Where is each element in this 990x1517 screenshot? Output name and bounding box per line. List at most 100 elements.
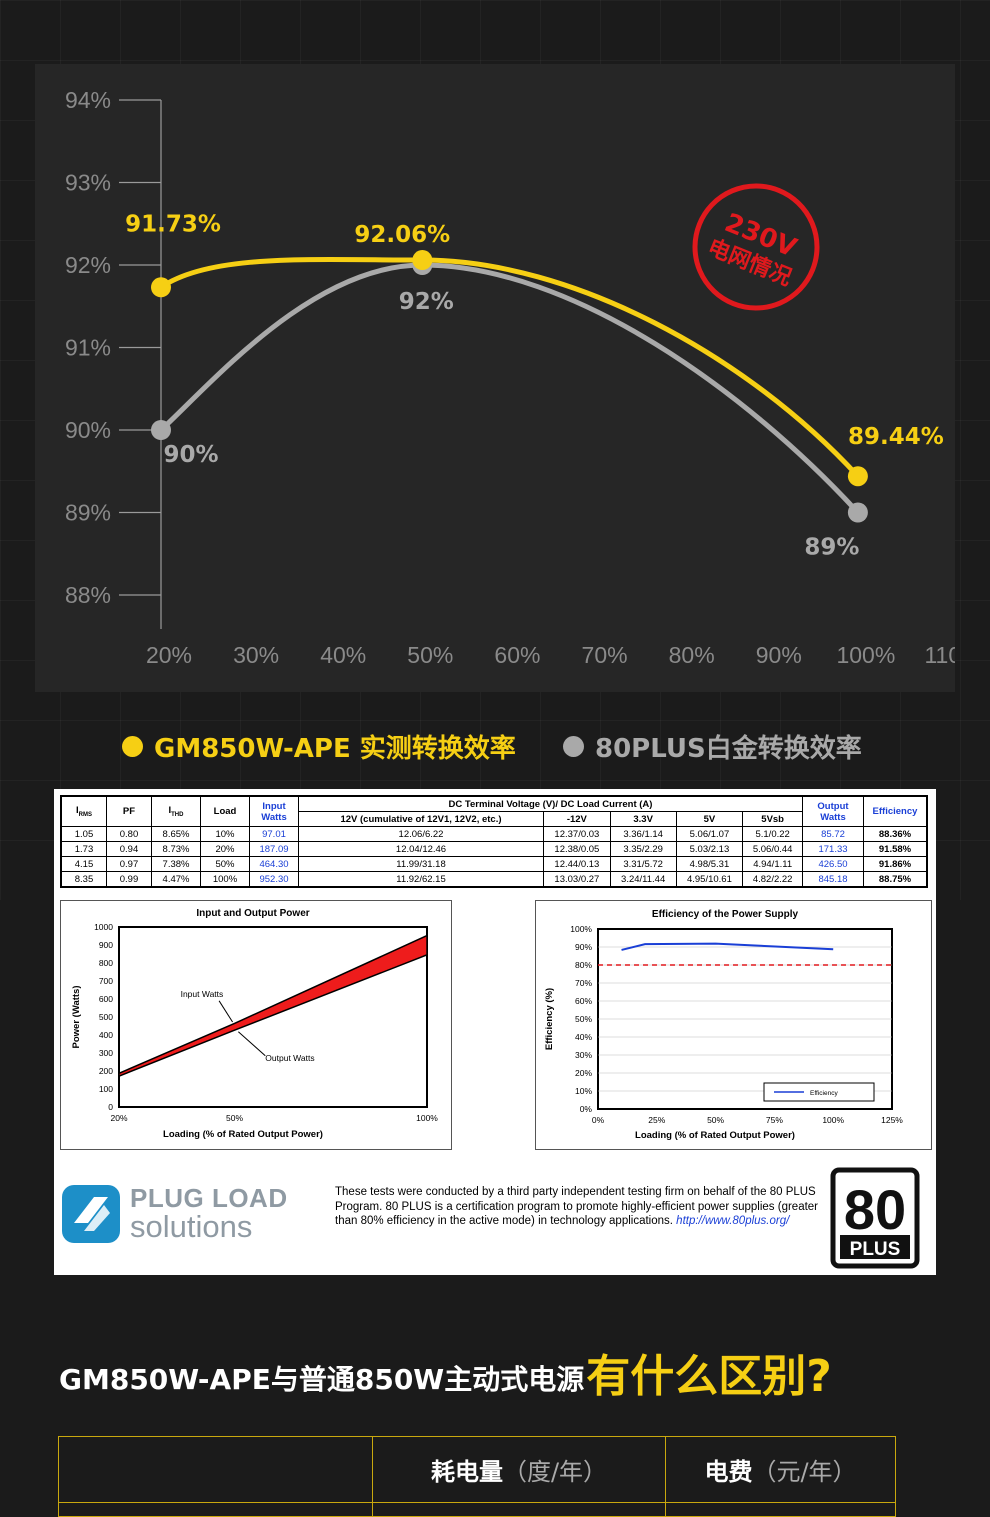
y-tick-label: 92% [65, 252, 111, 278]
io-plot-area [118, 926, 428, 1108]
io-x-tick-label: 20% [110, 1113, 127, 1123]
80plus-logo: 80 PLUS [830, 1167, 920, 1269]
voltage-badge-ring [692, 183, 820, 311]
report-table-cell: 0.94 [106, 841, 152, 857]
report-table-cell: 91.58% [863, 841, 928, 857]
eff-series-line [621, 942, 834, 951]
header-3v3: 3.3V [609, 811, 677, 827]
eff-y-tick-label: 10% [575, 1086, 592, 1096]
measured-series-line [158, 257, 861, 479]
report-table-cell: 4.98/5.31 [675, 856, 744, 872]
measured-data-label: 89.44% [848, 424, 944, 450]
io-x-tick-label: 100% [416, 1113, 438, 1123]
80plus-series-line [158, 262, 861, 515]
efficiency-small-chart-svg: Efficiency of the Power Supply 100% 90% 80%… [544, 909, 903, 1141]
eff-y-tick-label: 70% [575, 978, 592, 988]
report-table-cell: 91.86% [863, 856, 928, 872]
header-5v: 5V [675, 811, 744, 827]
report-table-cell: 97.01 [249, 826, 299, 842]
report-table-row: 1.05 0.80 8.65% 10% 97.01 12.06/6.22 12.37/0.0… [60, 826, 928, 842]
eff-y-tick-label: 0% [580, 1104, 593, 1114]
x-tick-label: 20% [146, 642, 192, 668]
eff-chart-title: Efficiency of the Power Supply [652, 909, 799, 920]
report-table-cell: 4.82/2.22 [742, 871, 803, 888]
header-input-watts: Input Watts [249, 795, 299, 827]
report-table-cell: 0.99 [106, 871, 152, 888]
report-table-cell: 1.73 [60, 841, 107, 857]
io-x-axis-label: Loading (% of Rated Output Power) [163, 1129, 323, 1140]
report-table-cell: 12.38/0.05 [543, 841, 611, 857]
plug-load-logo: PLUG LOAD solutions [60, 1179, 300, 1249]
report-table-cell: 4.95/10.61 [675, 871, 744, 888]
eff-y-tick-label: 80% [575, 960, 592, 970]
header-efficiency: Efficiency [863, 795, 928, 827]
efficiency-panel: Efficiency of the Power Supply 100% 90% 80%… [535, 900, 932, 1150]
report-table-cell: 5.1/0.22 [742, 826, 803, 842]
io-y-tick-label: 0 [108, 1102, 113, 1112]
comparison-table: 耗电量（度/年） 电费（元/年） [58, 1436, 896, 1517]
eff-legend-label: Efficiency [810, 1090, 838, 1097]
header-ithd: ITHD [151, 795, 201, 827]
report-table-cell: 5.06/1.07 [675, 826, 744, 842]
comparison-header-consumption: 耗电量（度/年） [372, 1436, 666, 1503]
io-y-tick-label: 200 [99, 1066, 113, 1076]
io-y-tick-label: 800 [99, 958, 113, 968]
legend-label-measured: GM850W-APE 实测转换效率 [154, 733, 516, 764]
eff-y-tick-label: 40% [575, 1032, 592, 1042]
report-table-cell: 13.03/0.27 [543, 871, 611, 888]
report-table-cell: 952.30 [249, 871, 299, 888]
efficiency-chart-svg: 94% 93% 92% 91% 90% 89% 88% 20% 30% 40% 50% 60% 70% 8… [35, 64, 955, 692]
report-table-cell: 171.33 [802, 841, 864, 857]
80plus-logo-word: PLUS [850, 1239, 901, 1260]
io-output-watts-label: Output Watts [265, 1053, 314, 1063]
io-y-axis-label: Power (Watts) [71, 986, 82, 1049]
io-output-arrow [238, 1031, 266, 1057]
comparison-row [58, 1502, 896, 1517]
report-table-row: 8.35 0.99 4.47% 100% 952.30 11.92/62.15 13.03/… [60, 871, 928, 888]
eff-y-tick-label: 20% [575, 1068, 592, 1078]
comparison-cell [665, 1502, 896, 1517]
input-output-chart-svg: Input and Output Power100090080070060050… [71, 908, 438, 1140]
comparison-header-row: 耗电量（度/年） 电费（元/年） [58, 1436, 896, 1503]
80plus-point [847, 502, 868, 523]
y-tick-label: 88% [65, 582, 111, 608]
report-table-cell: 0.97 [106, 856, 152, 872]
io-y-tick-label: 500 [99, 1012, 113, 1022]
eff-x-tick-label: 125% [881, 1115, 903, 1125]
header-output-watts: Output Watts [802, 795, 864, 827]
report-table-cell: 12.06/6.22 [298, 826, 544, 842]
io-power-band [118, 934, 428, 1078]
x-tick-label: 40% [320, 642, 366, 668]
solutions-text: solutions [130, 1209, 253, 1244]
eff-y-tick-label: 50% [575, 1014, 592, 1024]
comparison-cell [58, 1502, 373, 1517]
x-tick-label: 80% [669, 642, 715, 668]
eff-x-tick-label: 50% [707, 1115, 724, 1125]
legend-item-80plus: 80PLUS白金转换效率 [563, 726, 862, 766]
x-tick-label: 100% [836, 642, 895, 668]
report-table-cell: 12.44/0.13 [543, 856, 611, 872]
header-minus12v: -12V [543, 811, 611, 827]
80plus-point [151, 420, 171, 440]
x-tick-label: 30% [233, 642, 279, 668]
measured-point [847, 466, 868, 487]
y-tick-label: 94% [65, 87, 111, 113]
header-load: Load [200, 795, 250, 827]
80plus-link[interactable]: http://www.80plus.org/ [676, 1215, 790, 1227]
report-table-cell: 11.99/31.18 [298, 856, 544, 872]
report-table-cell: 187.09 [249, 841, 299, 857]
report-table-cell: 50% [200, 856, 250, 872]
report-table: IRMS PF ITHD Load Input Watts DC Termina… [60, 795, 928, 888]
header-12v: 12V (cumulative of 12V1, 12V2, etc.) [298, 811, 544, 827]
report-table-cell: 4.47% [151, 871, 201, 888]
report-table-cell: 4.15 [60, 856, 107, 872]
y-tick-label: 90% [65, 417, 111, 443]
report-table-cell: 8.73% [151, 841, 201, 857]
y-tick-label: 93% [65, 170, 111, 196]
report-table-cell: 85.72 [802, 826, 864, 842]
measured-data-label: 91.73% [125, 211, 221, 237]
comparison-header-empty [58, 1436, 373, 1503]
efficiency-chart: 94% 93% 92% 91% 90% 89% 88% 20% 30% 40% 50% 60% 70% 8… [35, 64, 955, 692]
report-table-cell: 3.35/2.29 [609, 841, 677, 857]
comparison-cell [372, 1502, 666, 1517]
